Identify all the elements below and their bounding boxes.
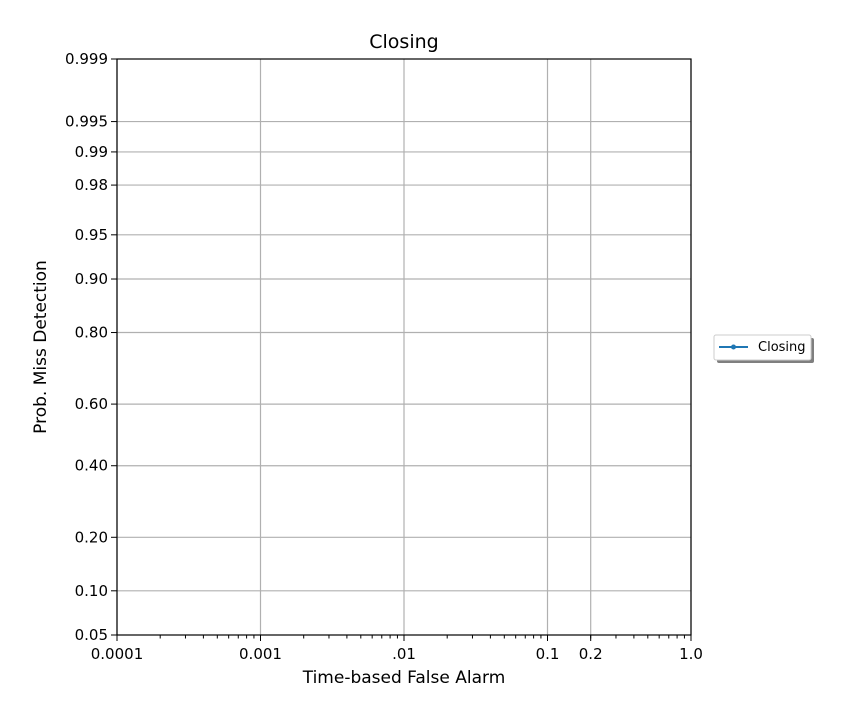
y-tick-label: 0.98 [75,176,108,194]
grid-lines [116,59,692,635]
x-tick-label: 0.0001 [91,645,144,663]
y-tick-label: 0.40 [75,457,108,475]
y-tick-label: 0.05 [75,626,108,644]
y-tick-label: 0.60 [75,395,108,413]
legend-box [713,334,812,361]
x-tick-label: 0.2 [579,645,603,663]
legend-marker [731,344,736,350]
y-tick-label: 0.10 [75,582,108,600]
legend: Closing [713,334,814,363]
y-axis-label: Prob. Miss Detection [31,260,51,434]
y-tick-label: 0.99 [75,143,108,161]
x-tick-label: 1.0 [679,645,703,663]
legend-label-closing: Closing [758,340,806,355]
x-axis-label: Time-based False Alarm [302,668,506,688]
x-tick-label: 0.001 [239,645,282,663]
axis-ticks: 0.0001 0.001 .01 0.1 0.2 1.0 0.05 0.10 0.20 0.40 0… [65,50,703,663]
chart-title: Closing [369,31,438,53]
y-tick-label: 0.995 [65,113,108,131]
x-tick-label: .01 [392,645,416,663]
y-tick-label: 0.95 [75,226,108,244]
y-tick-label: 0.999 [65,50,108,68]
y-tick-label: 0.20 [75,528,108,546]
y-tick-label: 0.80 [75,324,108,342]
x-tick-label: 0.1 [536,645,560,663]
y-tick-label: 0.90 [75,270,108,288]
